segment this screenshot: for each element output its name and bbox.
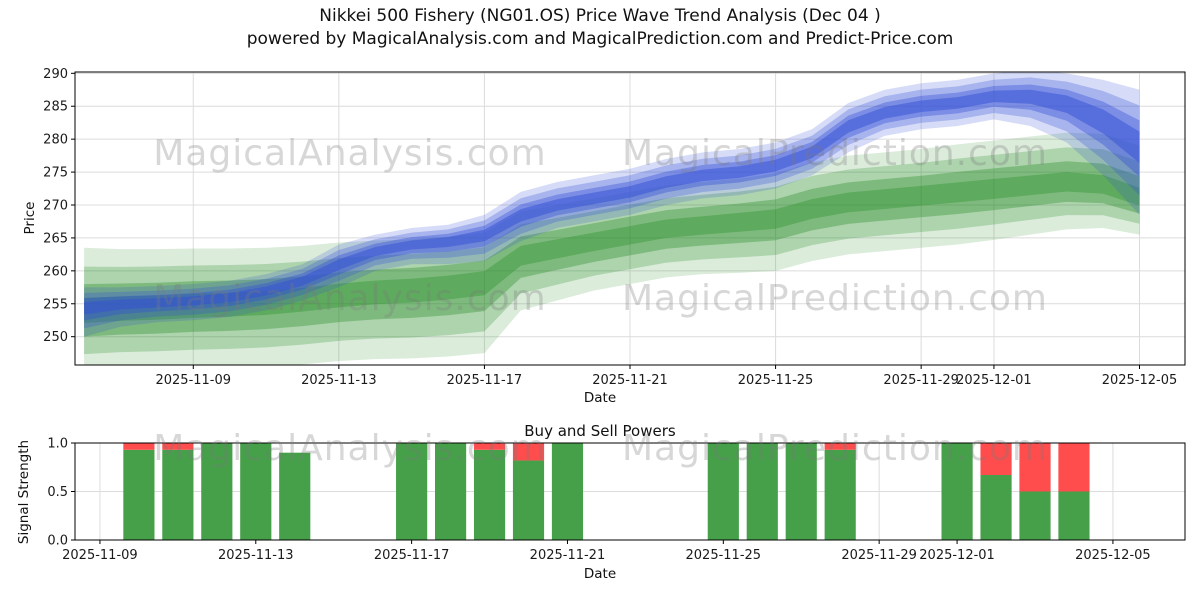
x-tick-label: 2025-11-13 bbox=[218, 548, 294, 563]
y-tick-label: 270 bbox=[43, 199, 68, 214]
y-tick-label: 275 bbox=[43, 166, 68, 181]
buy-bar bbox=[473, 449, 506, 540]
x-tick-label: 2025-11-09 bbox=[62, 548, 138, 563]
y-tick-label: 250 bbox=[43, 330, 68, 345]
buy-bar bbox=[941, 443, 973, 540]
y-tick-label: 280 bbox=[43, 133, 68, 148]
x-tick-label: 2025-11-25 bbox=[738, 373, 814, 388]
buy-bar bbox=[746, 443, 778, 540]
buy-bar bbox=[824, 449, 856, 540]
buy-bar bbox=[980, 475, 1012, 540]
buy-bar bbox=[1058, 491, 1090, 540]
buy-bar bbox=[240, 443, 272, 540]
y-tick-label: 265 bbox=[43, 231, 68, 246]
x-tick-label: 2025-12-01 bbox=[919, 548, 995, 563]
sell-bar bbox=[1058, 443, 1090, 492]
sell-bar bbox=[162, 443, 194, 450]
price-bands bbox=[84, 72, 1140, 365]
buy-bar bbox=[279, 452, 311, 540]
price-chart: 250 255 260 265 270 275 280 285 290 2025-11-09 202… bbox=[43, 67, 1186, 388]
buy-bar bbox=[1019, 491, 1051, 540]
buy-bar bbox=[162, 449, 194, 540]
prediction-band-blue-layer bbox=[84, 89, 1140, 315]
y-tick-label: 0.0 bbox=[47, 534, 68, 549]
y-tick-label: 260 bbox=[43, 264, 68, 279]
buy-bar bbox=[512, 460, 545, 540]
x-tick-label: 2025-11-21 bbox=[592, 373, 668, 388]
y-tick-label: 285 bbox=[43, 100, 68, 115]
sell-bar bbox=[473, 443, 506, 450]
x-tick-label: 2025-11-25 bbox=[686, 548, 762, 563]
buy-bar bbox=[785, 443, 817, 540]
signal-y-axis-label: Signal Strength bbox=[16, 439, 32, 545]
y-tick-label: 1.0 bbox=[47, 437, 68, 452]
price-x-axis-label: Date bbox=[583, 390, 617, 406]
buy-bar bbox=[201, 443, 233, 540]
x-tick-label: 2025-11-17 bbox=[374, 548, 450, 563]
y-tick-label: 255 bbox=[43, 297, 68, 312]
y-tick-label: 0.5 bbox=[47, 485, 68, 500]
buy-bar bbox=[396, 443, 428, 540]
signal-chart-title: Buy and Sell Powers bbox=[524, 422, 676, 440]
figure-subtitle: powered by MagicalAnalysis.com and Magic… bbox=[246, 29, 954, 49]
signal-x-axis-label: Date bbox=[583, 566, 617, 582]
x-tick-label: 2025-12-05 bbox=[1075, 548, 1151, 563]
x-tick-label: 2025-11-17 bbox=[447, 373, 523, 388]
sell-bar bbox=[824, 443, 856, 450]
sell-bar bbox=[123, 443, 155, 450]
sell-bar bbox=[1019, 443, 1051, 492]
y-tick-label: 290 bbox=[43, 67, 68, 82]
sell-bar bbox=[512, 443, 545, 461]
prediction-band-blue-layer bbox=[84, 72, 1140, 337]
signal-bars bbox=[123, 443, 1090, 540]
sell-bar bbox=[980, 443, 1012, 476]
trend-band-green-layer bbox=[84, 172, 1140, 323]
price-y-axis-label: Price bbox=[22, 201, 38, 235]
trend-band-green-layer bbox=[84, 147, 1140, 355]
figure-title: Nikkei 500 Fishery (NG01.OS) Price Wave … bbox=[319, 6, 881, 26]
buy-bar bbox=[123, 449, 155, 540]
buy-bar bbox=[707, 443, 739, 540]
x-tick-label: 2025-11-21 bbox=[530, 548, 606, 563]
trend-band-green-layer bbox=[84, 132, 1140, 365]
x-tick-label: 2025-12-01 bbox=[956, 373, 1032, 388]
buy-bar bbox=[551, 443, 584, 540]
x-tick-label: 2025-11-09 bbox=[155, 373, 231, 388]
x-tick-label: 2025-11-13 bbox=[301, 373, 377, 388]
x-tick-label: 2025-11-29 bbox=[841, 548, 917, 563]
signal-chart: 0.0 0.5 1.0 2025-11-09 2025-11-13 2025-11-17 2… bbox=[47, 437, 1186, 563]
x-tick-label: 2025-12-05 bbox=[1102, 373, 1178, 388]
x-tick-label: 2025-11-29 bbox=[883, 373, 959, 388]
trend-band-green-layer bbox=[84, 161, 1140, 337]
buy-bar bbox=[435, 443, 467, 540]
